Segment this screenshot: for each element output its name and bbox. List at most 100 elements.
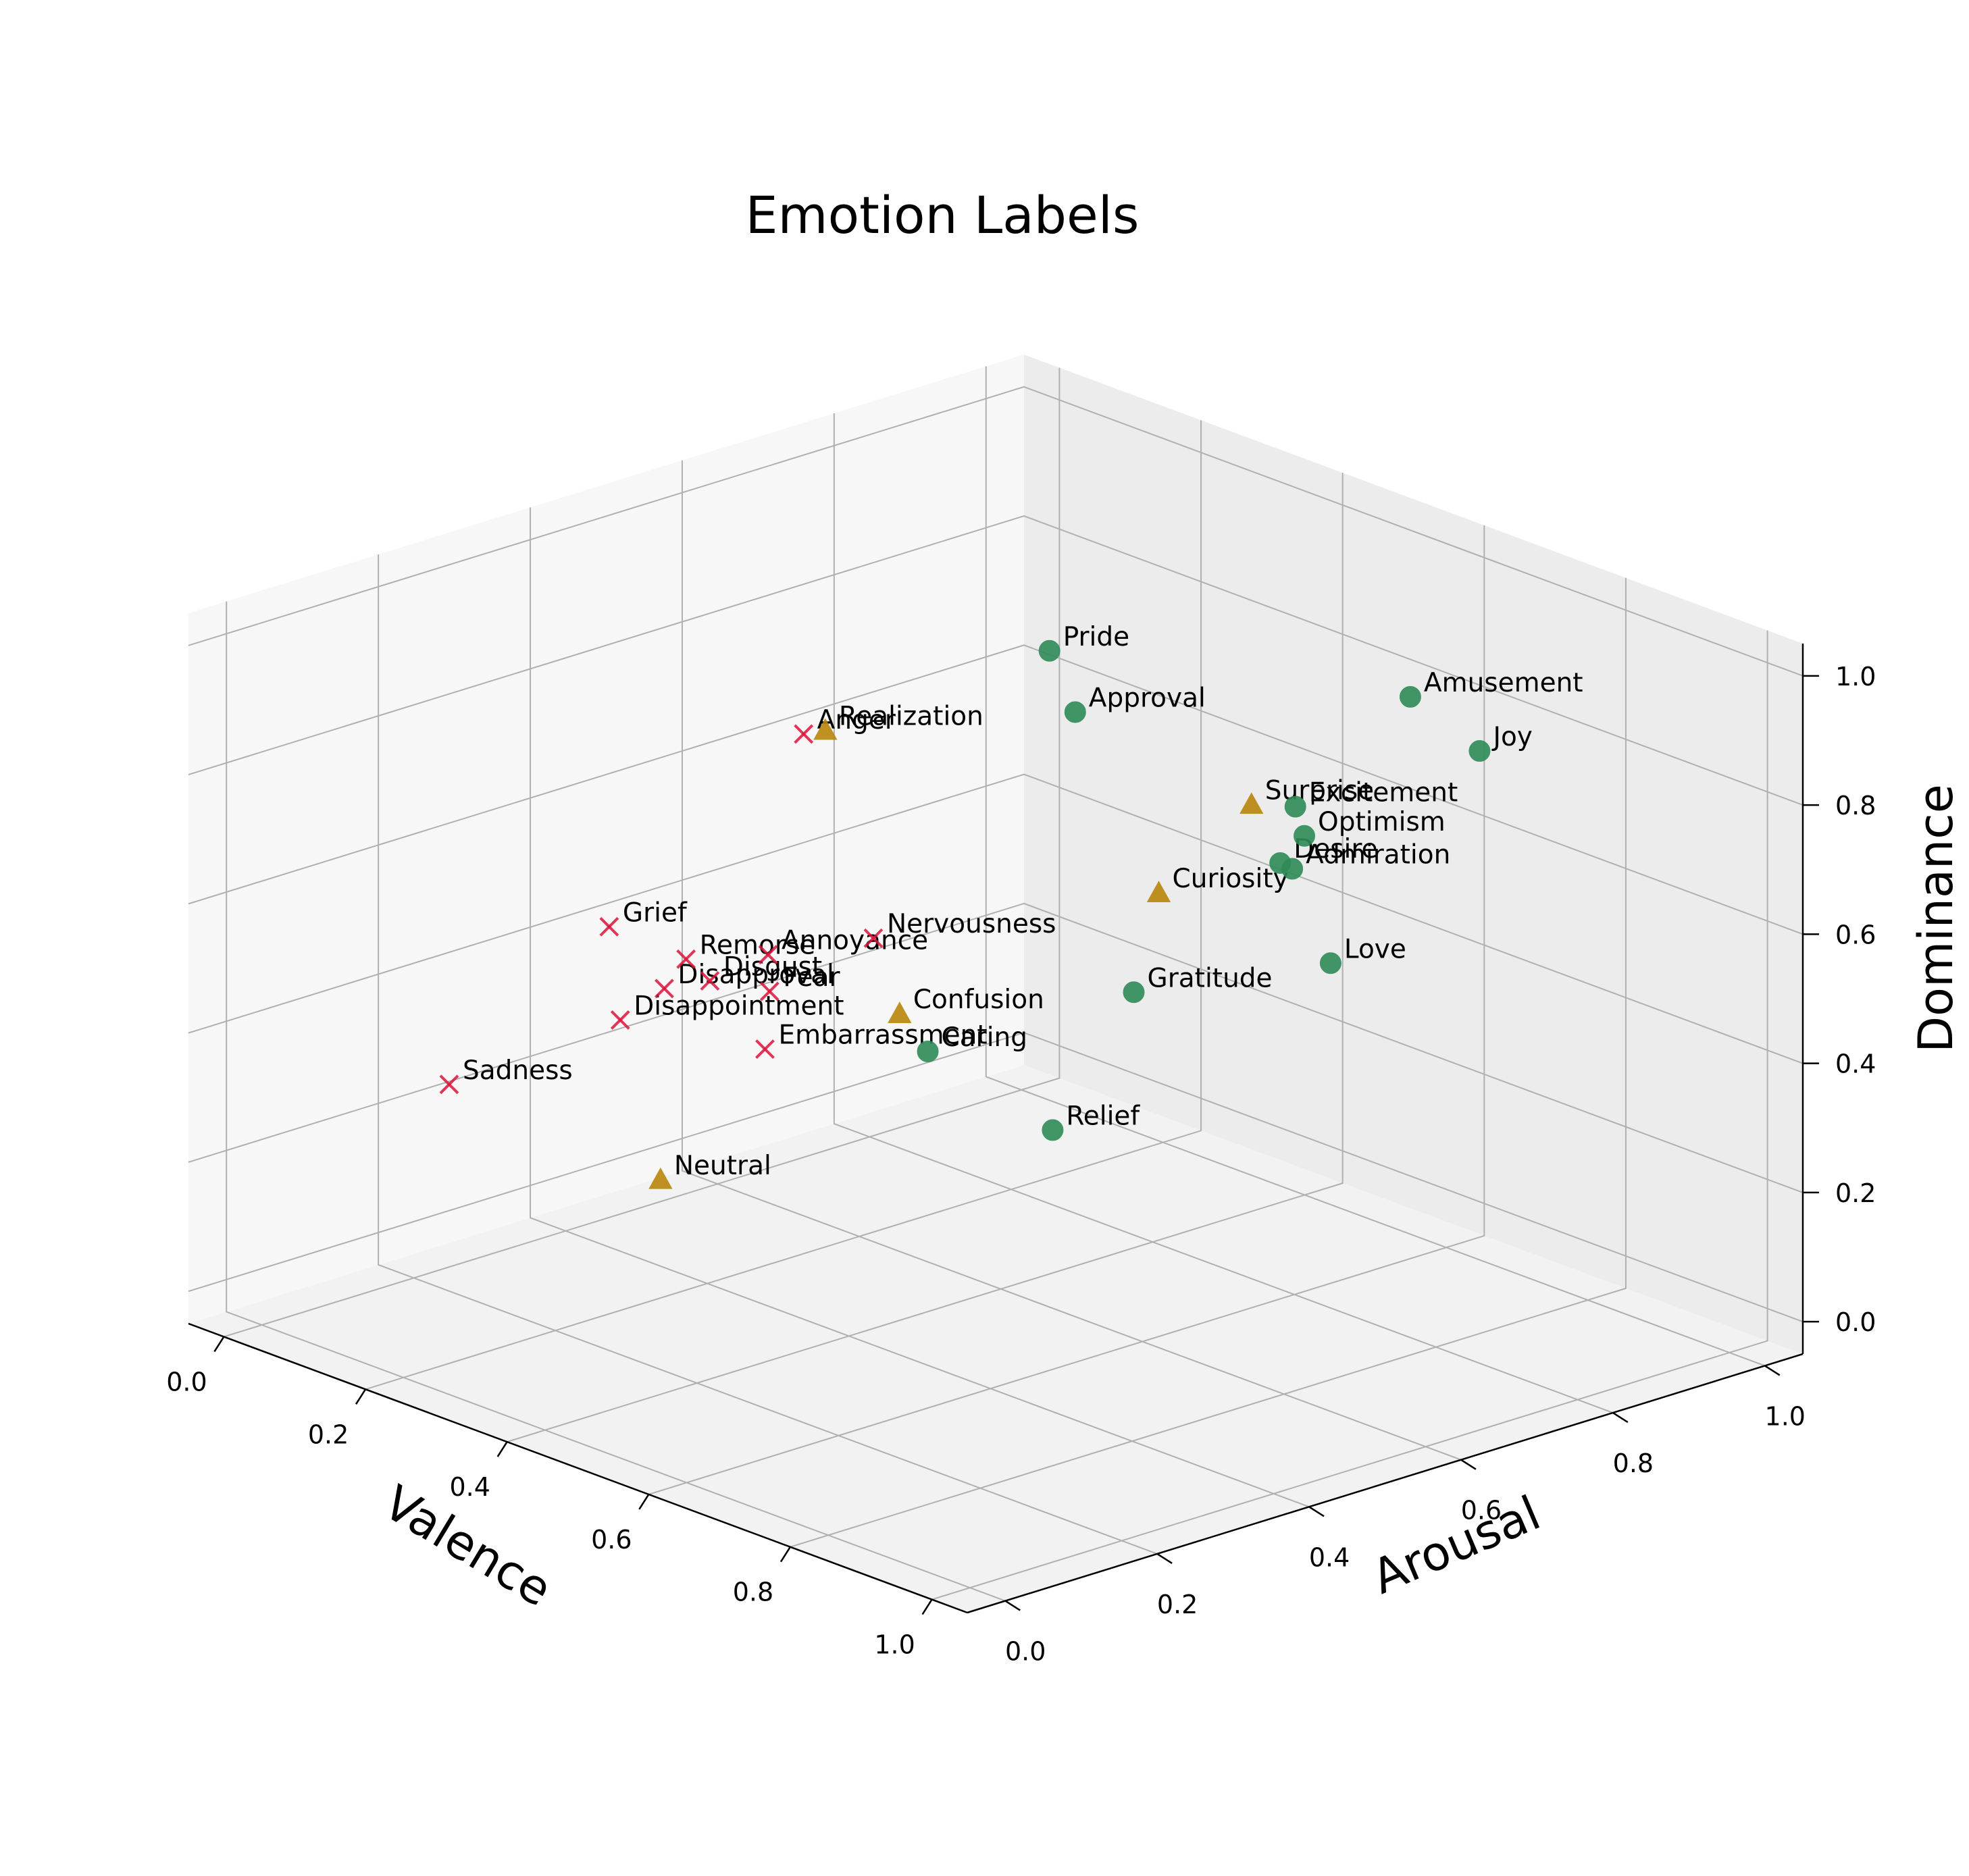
axes-panes bbox=[188, 355, 1803, 1613]
point-label-joy: Joy bbox=[1491, 722, 1532, 752]
point-anger bbox=[794, 724, 814, 744]
point-confusion bbox=[888, 1001, 912, 1024]
z-tick-label-4: 0.8 bbox=[1835, 791, 1876, 820]
y-tick-label-1: 0.2 bbox=[1157, 1590, 1198, 1619]
y-tick-mark-1 bbox=[1156, 1553, 1173, 1565]
grid-lines bbox=[188, 366, 1804, 1602]
x-axis-line bbox=[188, 1322, 968, 1614]
floor-pane bbox=[188, 1065, 1803, 1613]
grid-line-arousal-3 bbox=[681, 460, 1462, 1461]
z-tick-label-1: 0.2 bbox=[1835, 1178, 1876, 1208]
grid-line-dominance-0 bbox=[188, 1032, 1804, 1323]
point-grief bbox=[599, 916, 619, 937]
point-label-confusion: Confusion bbox=[913, 985, 1044, 1015]
point-realization bbox=[813, 718, 838, 740]
point-caring bbox=[917, 1040, 939, 1062]
point-label-caring: Caring bbox=[942, 1022, 1027, 1053]
y-tick-label-2: 0.4 bbox=[1309, 1542, 1350, 1572]
axis-lines bbox=[188, 644, 1804, 1614]
point-label-embarrassment: Embarrassment bbox=[778, 1020, 987, 1051]
point-label-neutral: Neutral bbox=[674, 1151, 771, 1181]
point-label-gratitude: Gratitude bbox=[1148, 963, 1273, 993]
y-tick-label-4: 0.8 bbox=[1613, 1449, 1654, 1478]
x-tick-label-2: 0.4 bbox=[449, 1472, 490, 1502]
point-amusement bbox=[1399, 685, 1421, 708]
point-neutral bbox=[648, 1167, 673, 1189]
point-label-sadness: Sadness bbox=[463, 1056, 573, 1086]
point-label-disgust: Disgust bbox=[723, 952, 822, 982]
chart-title: Emotion Labels bbox=[746, 185, 1140, 245]
x-tick-mark-2 bbox=[496, 1441, 508, 1457]
grid-line-arousal-0 bbox=[226, 601, 1006, 1602]
point-fear bbox=[759, 981, 779, 1001]
grid-line-valence-3 bbox=[648, 525, 1485, 1495]
point-label-annoyance: Annoyance bbox=[782, 926, 928, 956]
grid-line-arousal-1 bbox=[378, 554, 1158, 1555]
z-tick-label-5: 1.0 bbox=[1835, 662, 1876, 692]
y-tick-mark-5 bbox=[1764, 1365, 1781, 1376]
grid-line-dominance-2 bbox=[188, 773, 1804, 1064]
point-disapproval bbox=[655, 979, 674, 999]
left-wall-pane bbox=[188, 355, 1024, 1324]
point-label-approval: Approval bbox=[1089, 683, 1206, 713]
z-tick-label-3: 0.6 bbox=[1835, 920, 1876, 949]
point-admiration bbox=[1281, 858, 1304, 880]
point-label-love: Love bbox=[1344, 934, 1406, 964]
point-surprise bbox=[1239, 792, 1264, 814]
y-tick-label-3: 0.6 bbox=[1461, 1496, 1502, 1526]
point-label-surprise: Surprise bbox=[1265, 775, 1374, 806]
z-tick-label-0: 0.0 bbox=[1835, 1307, 1876, 1337]
y-axis-line bbox=[967, 1353, 1804, 1614]
point-approval bbox=[1064, 701, 1086, 723]
point-annoyance bbox=[758, 945, 778, 965]
x-tick-mark-3 bbox=[638, 1494, 650, 1510]
grid-line-dominance-5 bbox=[188, 386, 1804, 677]
x-tick-label-0: 0.0 bbox=[166, 1367, 207, 1397]
point-label-grief: Grief bbox=[623, 897, 688, 928]
z-tick-label-2: 0.4 bbox=[1835, 1049, 1876, 1079]
y-tick-mark-2 bbox=[1308, 1506, 1325, 1517]
point-label-admiration: Admiration bbox=[1306, 840, 1450, 870]
y-tick-mark-4 bbox=[1612, 1411, 1629, 1424]
z-axis-label: Dominance bbox=[1908, 784, 1964, 1053]
point-disappointment bbox=[610, 1010, 630, 1030]
point-label-optimism: Optimism bbox=[1318, 807, 1446, 837]
x-tick-label-5: 1.0 bbox=[874, 1630, 915, 1660]
point-label-nervousness: Nervousness bbox=[887, 909, 1056, 939]
point-remorse bbox=[676, 949, 696, 969]
x-tick-label-1: 0.2 bbox=[308, 1419, 349, 1449]
grid-line-dominance-1 bbox=[188, 902, 1804, 1193]
point-curiosity bbox=[1146, 881, 1171, 903]
point-label-realization: Realization bbox=[839, 702, 983, 732]
x-tick-mark-1 bbox=[355, 1388, 367, 1405]
grid-line-valence-2 bbox=[507, 473, 1344, 1443]
point-nervousness bbox=[863, 928, 884, 948]
point-label-fear: Fear bbox=[783, 962, 840, 993]
grid-line-arousal-4 bbox=[833, 413, 1614, 1413]
point-label-pride: Pride bbox=[1063, 622, 1129, 652]
x-tick-mark-0 bbox=[213, 1336, 225, 1353]
tick-labels: 0.0 0.0 0.0 0.2 0.2 0.2 0.4 0.4 0.4 0.6 0.6 0.6 0.8 0… bbox=[166, 662, 1876, 1667]
data-points: SadnessDisappointmentDisapprovalGriefRem… bbox=[439, 622, 1583, 1189]
point-excitement bbox=[1284, 796, 1306, 818]
point-sadness bbox=[439, 1074, 459, 1095]
point-joy bbox=[1468, 740, 1491, 762]
x-tick-mark-5 bbox=[921, 1598, 933, 1615]
point-label-relief: Relief bbox=[1066, 1101, 1140, 1131]
right-wall-pane bbox=[1024, 355, 1803, 1354]
x-tick-label-3: 0.6 bbox=[591, 1525, 632, 1555]
grid-line-valence-1 bbox=[365, 420, 1202, 1390]
point-label-amusement: Amusement bbox=[1424, 668, 1583, 698]
y-tick-label-0: 0.0 bbox=[1005, 1637, 1046, 1667]
y-tick-mark-0 bbox=[1004, 1600, 1021, 1611]
point-love bbox=[1319, 952, 1341, 974]
grid-line-valence-0 bbox=[224, 367, 1060, 1338]
point-embarrassment bbox=[755, 1039, 775, 1059]
grid-line-valence-5 bbox=[931, 630, 1768, 1600]
grid-line-valence-4 bbox=[790, 577, 1627, 1548]
x-tick-label-4: 0.8 bbox=[733, 1578, 773, 1607]
point-label-disappointment: Disappointment bbox=[634, 991, 844, 1021]
point-disgust bbox=[700, 971, 720, 991]
point-optimism bbox=[1294, 825, 1316, 847]
grid-line-arousal-2 bbox=[530, 507, 1310, 1508]
